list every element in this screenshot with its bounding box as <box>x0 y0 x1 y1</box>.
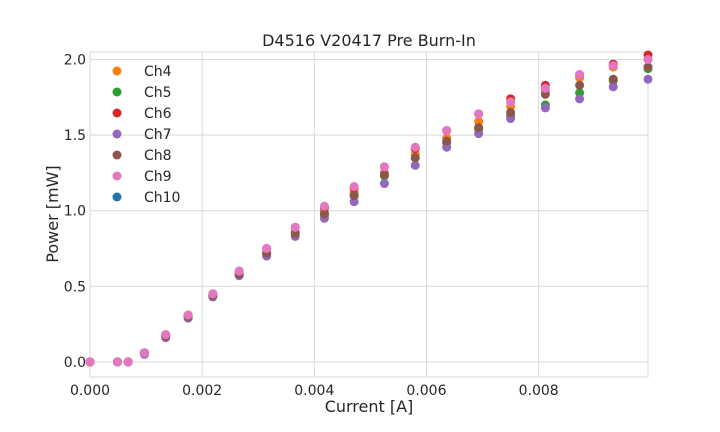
data-point <box>208 289 218 299</box>
legend-label: Ch4 <box>144 64 172 80</box>
y-tick-label: 1.0 <box>64 204 86 220</box>
data-point <box>506 107 516 117</box>
data-point <box>139 348 149 358</box>
data-point <box>183 310 193 320</box>
data-point <box>112 357 122 367</box>
data-point <box>474 123 484 133</box>
data-point <box>442 136 452 146</box>
chart-title: D4516 V20417 Pre Burn-In <box>262 31 476 50</box>
legend-marker <box>112 150 122 160</box>
data-point <box>643 62 653 72</box>
data-point <box>123 357 133 367</box>
data-point <box>379 179 389 189</box>
legend-label: Ch7 <box>144 127 172 143</box>
data-point <box>643 55 653 65</box>
data-point <box>410 142 420 152</box>
legend-item-ch5: Ch5 <box>112 85 172 101</box>
data-point <box>474 109 484 119</box>
data-point <box>506 97 516 107</box>
data-points <box>85 50 653 367</box>
data-point <box>575 80 585 90</box>
data-point <box>234 266 244 276</box>
data-point <box>85 357 95 367</box>
legend-marker <box>112 192 122 202</box>
x-tick-label: 0.000 <box>70 383 110 399</box>
data-point <box>540 103 550 113</box>
legend-marker <box>112 171 122 181</box>
ticks: 0.000 0.002 0.004 0.006 0.008 0.0 0.5 1.0 1.5 2.0 <box>64 53 559 399</box>
data-point <box>608 82 618 92</box>
data-point <box>608 74 618 84</box>
data-point <box>540 83 550 93</box>
legend-label: Ch5 <box>144 85 172 101</box>
data-point <box>161 330 171 340</box>
legend-label: Ch9 <box>144 169 172 185</box>
legend-marker <box>112 108 122 118</box>
x-tick-label: 0.006 <box>406 383 446 399</box>
legend-item-ch10: Ch10 <box>112 190 180 206</box>
x-tick-label: 0.008 <box>519 383 559 399</box>
legend-item-ch8: Ch8 <box>112 148 172 164</box>
y-tick-label: 2.0 <box>64 53 86 69</box>
y-axis-label: Power [mW] <box>43 165 62 262</box>
data-point <box>410 160 420 170</box>
data-point <box>349 182 359 192</box>
x-tick-label: 0.004 <box>294 383 334 399</box>
x-axis-label: Current [A] <box>325 397 414 416</box>
data-point <box>349 191 359 201</box>
y-tick-label: 0.5 <box>64 279 86 295</box>
y-tick-label: 0.0 <box>64 355 86 371</box>
legend-marker <box>112 87 122 97</box>
legend-label: Ch6 <box>144 106 172 122</box>
legend-marker <box>112 129 122 139</box>
data-point <box>319 209 329 219</box>
data-point <box>643 74 653 84</box>
legend-label: Ch8 <box>144 148 172 164</box>
data-point <box>575 70 585 80</box>
legend-item-ch7: Ch7 <box>112 127 172 143</box>
data-point <box>608 61 618 71</box>
x-tick-label: 0.002 <box>182 383 222 399</box>
data-point <box>290 222 300 232</box>
data-point <box>319 201 329 211</box>
data-point <box>410 153 420 163</box>
grid <box>89 52 648 377</box>
data-point <box>575 94 585 104</box>
series-ch9 <box>85 55 653 367</box>
y-tick-label: 1.5 <box>64 128 86 144</box>
data-point <box>379 169 389 179</box>
legend: Ch4 Ch5 Ch6 Ch7 Ch8 Ch9 Ch10 <box>112 64 180 206</box>
legend-item-ch6: Ch6 <box>112 106 172 122</box>
legend-item-ch4: Ch4 <box>112 64 172 80</box>
data-point <box>262 244 272 254</box>
data-point <box>442 126 452 136</box>
legend-item-ch9: Ch9 <box>112 169 172 185</box>
legend-marker <box>112 66 122 76</box>
plot-area <box>89 51 649 378</box>
data-point <box>379 162 389 172</box>
legend-label: Ch10 <box>144 190 180 206</box>
